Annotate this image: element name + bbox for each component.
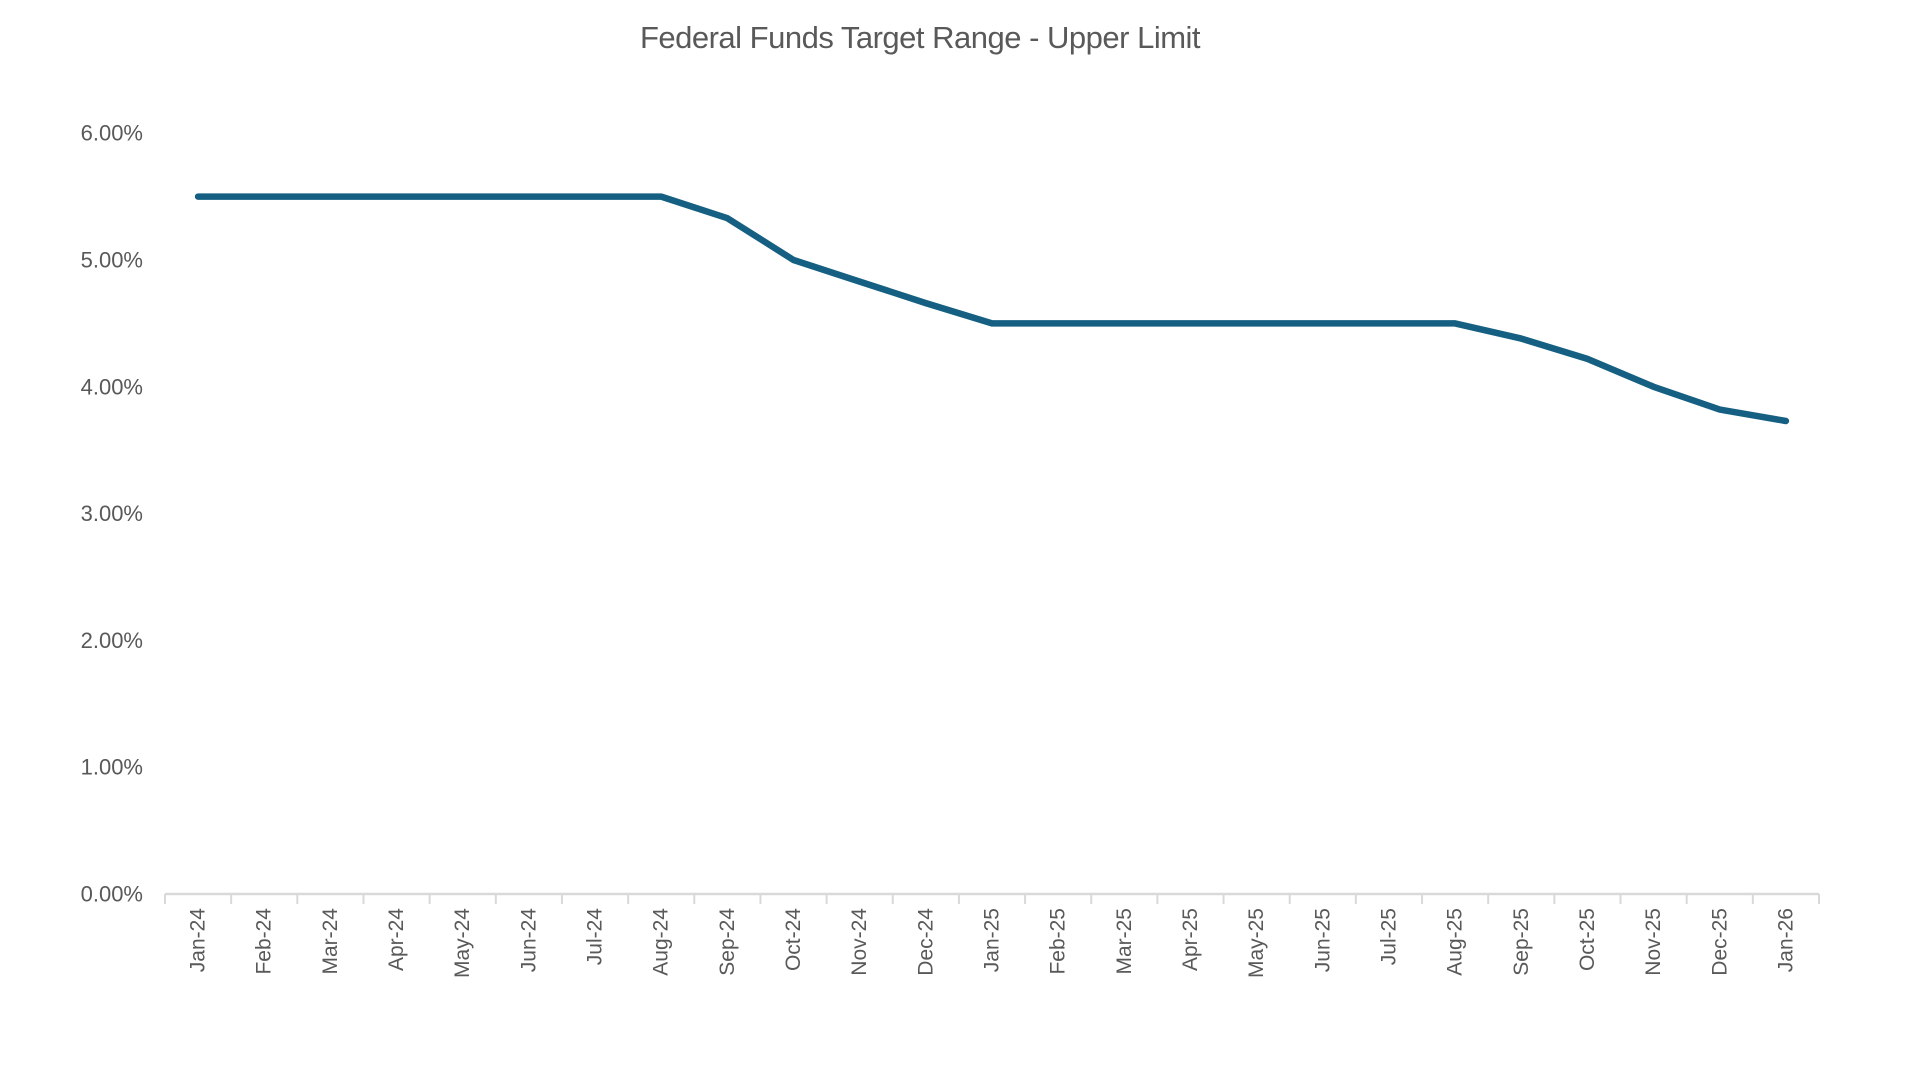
x-axis-tick-label: Feb-24 <box>253 908 276 975</box>
x-axis-tick-label: Jun-25 <box>1311 908 1334 972</box>
x-axis-tick-label: Aug-25 <box>1444 908 1467 976</box>
x-axis-tick-label: May-24 <box>451 908 474 978</box>
y-axis-tick-label: 5.00% <box>81 248 143 273</box>
x-axis-tick-label: Apr-24 <box>385 908 408 971</box>
y-axis-tick-label: 1.00% <box>81 755 143 780</box>
x-axis-tick-label: Sep-24 <box>716 908 739 976</box>
x-axis-tick-label: Mar-25 <box>1113 908 1136 975</box>
x-axis-ticks <box>164 894 1820 904</box>
series-line <box>194 193 1790 425</box>
x-axis-tick-label: Dec-24 <box>914 908 937 976</box>
x-axis-tick-label: Jan-26 <box>1774 908 1797 972</box>
x-axis-tick-label: Nov-25 <box>1642 908 1665 976</box>
x-axis-tick-label: Mar-24 <box>319 908 342 975</box>
x-axis-tick-label: Jan-24 <box>187 908 210 973</box>
chart-title: Federal Funds Target Range - Upper Limit <box>639 20 1201 55</box>
x-axis-tick-label: Jun-24 <box>517 908 540 973</box>
y-axis-tick-label: 0.00% <box>81 882 143 907</box>
y-axis-tick-label: 2.00% <box>81 628 143 653</box>
y-axis-tick-label: 6.00% <box>81 121 143 146</box>
x-axis-tick-label: Dec-25 <box>1708 908 1731 976</box>
x-axis-labels: Jan-24 Feb-24 Mar-24 Apr-24 May-24 Jun-24 Jul-… <box>187 908 1798 978</box>
x-axis-tick-label: May-25 <box>1245 908 1268 978</box>
y-axis-tick-label: 4.00% <box>81 374 143 399</box>
x-axis-tick-label: Jul-25 <box>1377 908 1400 965</box>
x-axis-tick-label: Nov-24 <box>848 908 871 976</box>
x-axis-tick-label: Oct-25 <box>1576 908 1599 971</box>
y-axis-labels: 0.00% 1.00% 2.00% 3.00% 4.00% 5.00% 6.00% <box>81 121 143 907</box>
x-axis-tick-label: Oct-24 <box>782 908 805 971</box>
x-axis-tick-label: Aug-24 <box>650 908 673 976</box>
x-axis-tick-label: Sep-25 <box>1510 908 1533 976</box>
x-axis-tick-label: Feb-25 <box>1047 908 1070 975</box>
y-axis-tick-label: 3.00% <box>81 501 143 526</box>
x-axis-tick-label: Jul-24 <box>584 908 607 966</box>
x-axis-tick-label: Apr-25 <box>1179 908 1202 971</box>
x-axis-tick-label: Jan-25 <box>981 908 1004 972</box>
